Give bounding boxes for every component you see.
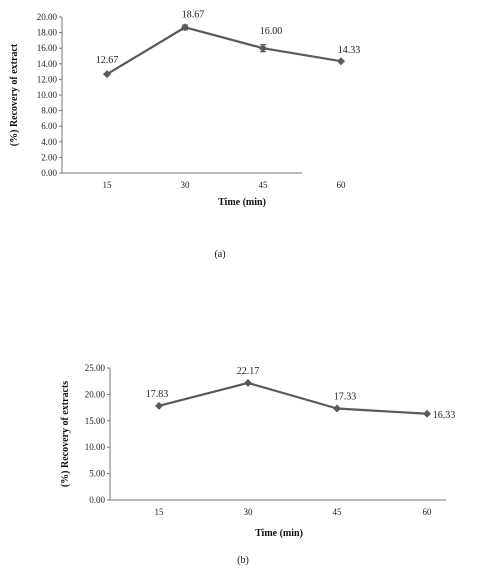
chart-b-data-label: 17.33 (334, 391, 357, 402)
chart-a-y-tick-label: 12.00 (37, 74, 58, 84)
chart-b-x-axis-label: Time (min) (255, 528, 303, 539)
chart-a-y-tick-label: 16.00 (37, 43, 58, 53)
chart-a-data-point (181, 23, 189, 32)
chart-a-x-tick-label: 30 (181, 180, 191, 190)
chart-b-y-tick-label: 10.00 (85, 442, 106, 452)
chart-b-y-tick-label: 15.00 (85, 416, 106, 426)
chart-a-y-ticks: 0.00 2.00 4.00 6.00 8.00 10.00 12.00 14.00 16.00… (37, 12, 62, 178)
chart-b-x-tick-label: 60 (423, 507, 433, 517)
chart-b-y-tick-label: 5.00 (89, 469, 105, 479)
chart-b-y-tick-label: 0.00 (89, 495, 105, 505)
chart-a-y-tick-label: 0.00 (41, 168, 57, 178)
chart-b-data-point (155, 401, 163, 410)
chart-a-x-axis-label: Time (min) (218, 197, 266, 208)
chart-b-y-tick-label: 20.00 (85, 389, 106, 399)
chart-a-series: 12.67 18.67 16.00 14.33 (96, 9, 361, 79)
chart-a-data-point (103, 70, 111, 79)
chart-b-caption: (b) (237, 555, 249, 566)
chart-b-data-label: 16.33 (433, 410, 456, 421)
chart-a: 0.00 2.00 4.00 6.00 8.00 10.00 12.00 14.00 16.00… (9, 9, 360, 260)
chart-b-y-tick-label: 25.00 (85, 363, 106, 373)
chart-a-data-label: 16.00 (260, 26, 283, 37)
chart-a-x-tick-label: 15 (103, 180, 113, 190)
chart-a-y-tick-label: 20.00 (37, 12, 58, 22)
chart-a-x-ticks: 15 30 45 60 (103, 180, 347, 190)
chart-a-y-tick-label: 14.00 (37, 59, 58, 69)
chart-b-series-line (158, 381, 428, 415)
chart-b-data-point (333, 404, 341, 413)
chart-a-x-tick-label: 60 (337, 180, 347, 190)
chart-a-caption: (a) (214, 249, 225, 260)
chart-a-y-tick-label: 18.00 (37, 28, 58, 38)
chart-b-data-label: 17.83 (146, 389, 169, 400)
chart-a-data-label: 12.67 (96, 55, 119, 66)
chart-a-data-point (259, 44, 267, 53)
chart-b-data-label: 22.17 (237, 366, 260, 377)
chart-b-x-tick-label: 45 (333, 507, 343, 517)
chart-b-x-ticks: 15 30 45 60 (155, 507, 433, 517)
chart-b-data-point (423, 409, 431, 418)
chart-a-axes (61, 17, 302, 174)
chart-b-data-point (244, 378, 252, 387)
chart-b: 0.00 5.00 10.00 15.00 20.00 25.00 15 30 45 60 17… (60, 363, 455, 566)
chart-a-y-tick-label: 6.00 (41, 121, 57, 131)
chart-a-data-point (337, 57, 345, 66)
chart-a-y-tick-label: 2.00 (41, 152, 57, 162)
chart-a-x-tick-label: 45 (259, 180, 269, 190)
chart-a-y-tick-label: 10.00 (37, 90, 58, 100)
chart-b-x-tick-label: 15 (155, 507, 165, 517)
chart-a-y-tick-label: 8.00 (41, 106, 57, 116)
chart-a-series-line (106, 26, 342, 76)
chart-b-axes (109, 368, 446, 501)
chart-b-series: 17.83 22.17 17.33 16.33 (146, 366, 456, 421)
chart-b-y-axis-label: (%) Recovery of extracts (60, 381, 71, 487)
chart-b-x-tick-label: 30 (244, 507, 254, 517)
chart-b-y-ticks: 0.00 5.00 10.00 15.00 20.00 25.00 (85, 363, 110, 505)
chart-a-y-tick-label: 4.00 (41, 137, 57, 147)
chart-a-data-label: 14.33 (338, 45, 361, 56)
chart-a-y-axis-label: (%) Recovery of extract (9, 43, 20, 146)
chart-a-data-label: 18.67 (182, 9, 205, 20)
